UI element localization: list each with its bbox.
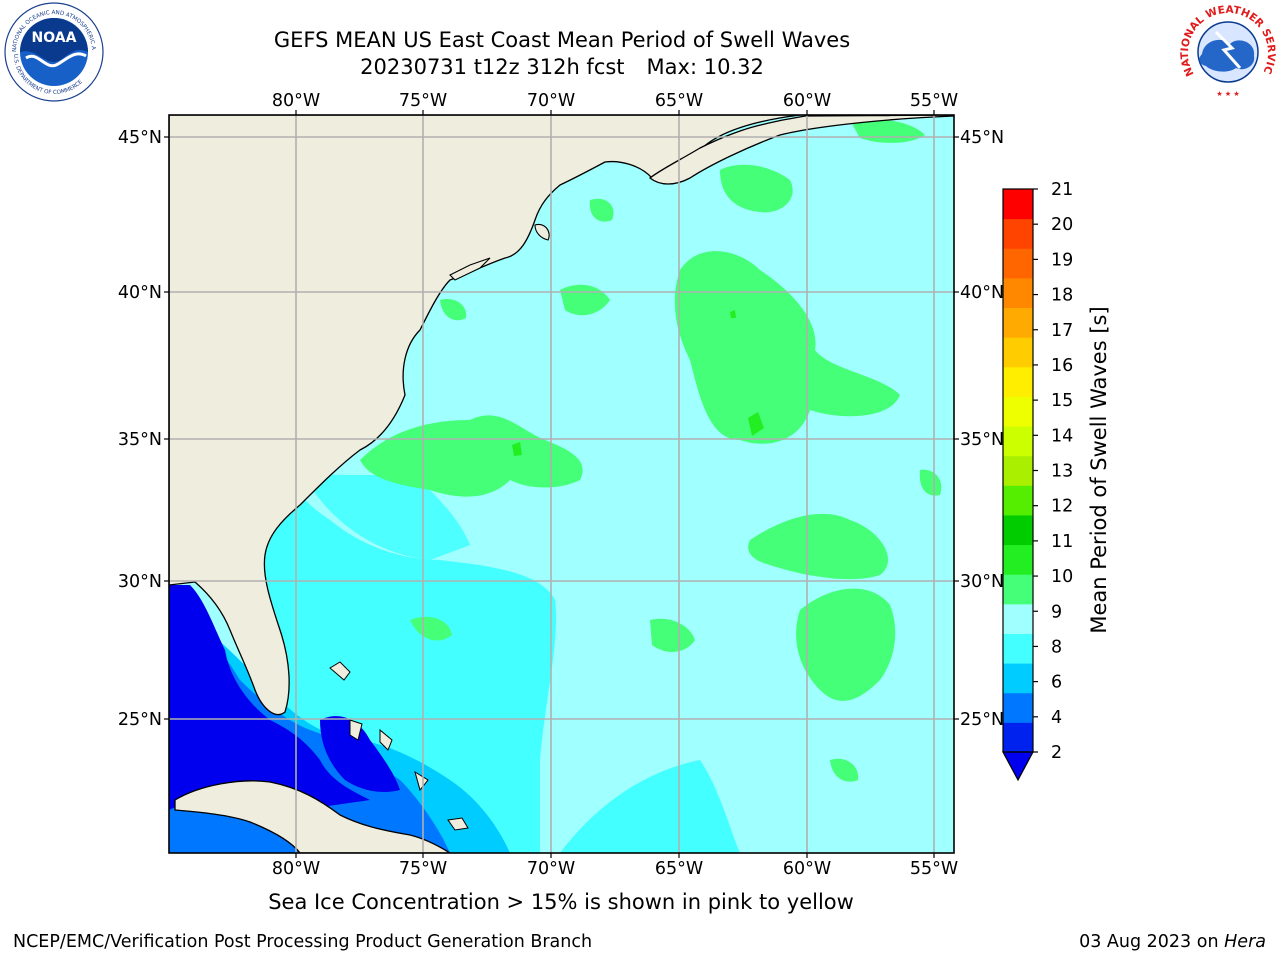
colorbar-segment bbox=[1003, 396, 1033, 427]
colorbar-segment bbox=[1003, 514, 1033, 546]
graticule bbox=[169, 115, 954, 853]
colorbar-segment bbox=[1003, 722, 1033, 753]
colorbar-segment bbox=[1003, 218, 1033, 249]
max-value: Max: 10.32 bbox=[646, 55, 764, 79]
svg-text:★ ★ ★: ★ ★ ★ bbox=[1216, 90, 1239, 98]
colorbar-segment bbox=[1003, 366, 1033, 397]
colorbar-tick-label: 14 bbox=[1051, 426, 1073, 446]
colorbar-segment bbox=[1003, 633, 1033, 664]
host-name: Hera bbox=[1224, 932, 1266, 952]
nws-logo: NATIONAL WEATHER SERVICE ★ ★ ★ bbox=[1176, 2, 1277, 100]
lat-label-left: 45°N bbox=[118, 128, 162, 148]
generation-date: 03 Aug 2023 on Hera bbox=[1079, 932, 1266, 952]
lat-label-right: 40°N bbox=[960, 283, 1004, 303]
lat-label-left: 35°N bbox=[118, 430, 162, 450]
noaa-logo: NATIONAL OCEANIC AND ATMOSPHERIC ADMINIS… bbox=[2, 2, 104, 102]
colorbar-segment bbox=[1003, 663, 1033, 694]
lon-label-bottom: 70°W bbox=[527, 859, 575, 879]
lon-label-bottom: 60°W bbox=[783, 859, 831, 879]
colorbar-segment bbox=[1003, 248, 1033, 279]
wave-period-zone-10-11 bbox=[512, 310, 764, 456]
colorbar: 2 4 6 8 9 10 11 12 13 14 15 16 17 18 19 20 21 bbox=[1001, 180, 1073, 782]
lon-label-bottom: 80°W bbox=[272, 859, 320, 879]
colorbar-segment bbox=[1003, 455, 1033, 486]
colorbar-tick-label: 17 bbox=[1051, 321, 1073, 341]
colorbar-segment bbox=[1003, 574, 1033, 605]
colorbar-under-triangle bbox=[1001, 751, 1035, 782]
lat-label-right: 25°N bbox=[960, 710, 1004, 730]
colorbar-label: Mean Period of Swell Waves [s] bbox=[1087, 306, 1111, 633]
cuba-land bbox=[174, 780, 452, 853]
lat-label-left: 30°N bbox=[118, 572, 162, 592]
colorbar-tick-label: 18 bbox=[1051, 286, 1073, 306]
colorbar-tick-label: 21 bbox=[1051, 180, 1073, 200]
lat-label-left: 40°N bbox=[118, 283, 162, 303]
lon-label-bottom: 55°W bbox=[910, 859, 958, 879]
lon-label-top: 60°W bbox=[783, 91, 831, 111]
noaa-wordmark: NOAA bbox=[32, 30, 77, 46]
lat-label-right: 30°N bbox=[960, 572, 1004, 592]
map-frame bbox=[168, 114, 955, 854]
colorbar-tick-label: 2 bbox=[1051, 743, 1062, 763]
lon-label-bottom: 65°W bbox=[655, 859, 703, 879]
colorbar-segment bbox=[1003, 277, 1033, 309]
colorbar-tick-label: 6 bbox=[1051, 673, 1062, 693]
colorbar-segment bbox=[1003, 307, 1033, 338]
north-america-land bbox=[169, 115, 801, 716]
colorbar-segment bbox=[1003, 544, 1033, 575]
colorbar-tick-label: 15 bbox=[1051, 391, 1073, 411]
chart-title: GEFS MEAN US East Coast Mean Period of S… bbox=[273, 28, 851, 52]
colorbar-tick-label: 20 bbox=[1051, 215, 1073, 235]
colorbar-tick-label: 8 bbox=[1051, 637, 1062, 657]
colorbar-segment bbox=[1003, 603, 1033, 634]
date-text: 03 Aug 2023 on bbox=[1079, 932, 1219, 952]
producer-credit: NCEP/EMC/Verification Post Processing Pr… bbox=[13, 932, 593, 952]
colorbar-tick-label: 19 bbox=[1051, 250, 1073, 270]
lon-label-top: 55°W bbox=[910, 91, 958, 111]
lon-label-top: 65°W bbox=[655, 91, 703, 111]
colorbar-tick-label: 11 bbox=[1051, 532, 1073, 552]
wave-period-zone-under-2 bbox=[169, 585, 370, 810]
colorbar-segment bbox=[1003, 426, 1033, 457]
lat-label-left: 25°N bbox=[118, 710, 162, 730]
chart-subtitle: 20230731 t12z 312h fcst Max: 10.32 bbox=[162, 54, 962, 80]
colorbar-tick-label: 12 bbox=[1051, 497, 1073, 517]
lon-label-top: 80°W bbox=[272, 91, 320, 111]
colorbar-segment bbox=[1003, 485, 1033, 516]
colorbar-tick-label: 16 bbox=[1051, 356, 1073, 376]
sea-ice-note: Sea Ice Concentration > 15% is shown in … bbox=[268, 890, 854, 914]
colorbar-segment bbox=[1003, 337, 1033, 368]
colorbar-tick-label: 10 bbox=[1051, 567, 1073, 587]
colorbar-segment bbox=[1003, 692, 1033, 723]
lat-label-right: 35°N bbox=[960, 430, 1004, 450]
forecast-run: 20230731 t12z 312h fcst bbox=[360, 55, 625, 79]
maritimes-land bbox=[648, 115, 954, 185]
bahamas-islands bbox=[329, 661, 469, 831]
lon-label-bottom: 75°W bbox=[399, 859, 447, 879]
colorbar-segment bbox=[1003, 189, 1033, 220]
lon-label-top: 75°W bbox=[399, 91, 447, 111]
colorbar-tick-label: 4 bbox=[1051, 708, 1062, 728]
lon-label-top: 70°W bbox=[527, 91, 575, 111]
lat-label-right: 45°N bbox=[960, 128, 1004, 148]
colorbar-tick-label: 13 bbox=[1051, 462, 1073, 482]
colorbar-tick-label: 9 bbox=[1051, 602, 1062, 622]
